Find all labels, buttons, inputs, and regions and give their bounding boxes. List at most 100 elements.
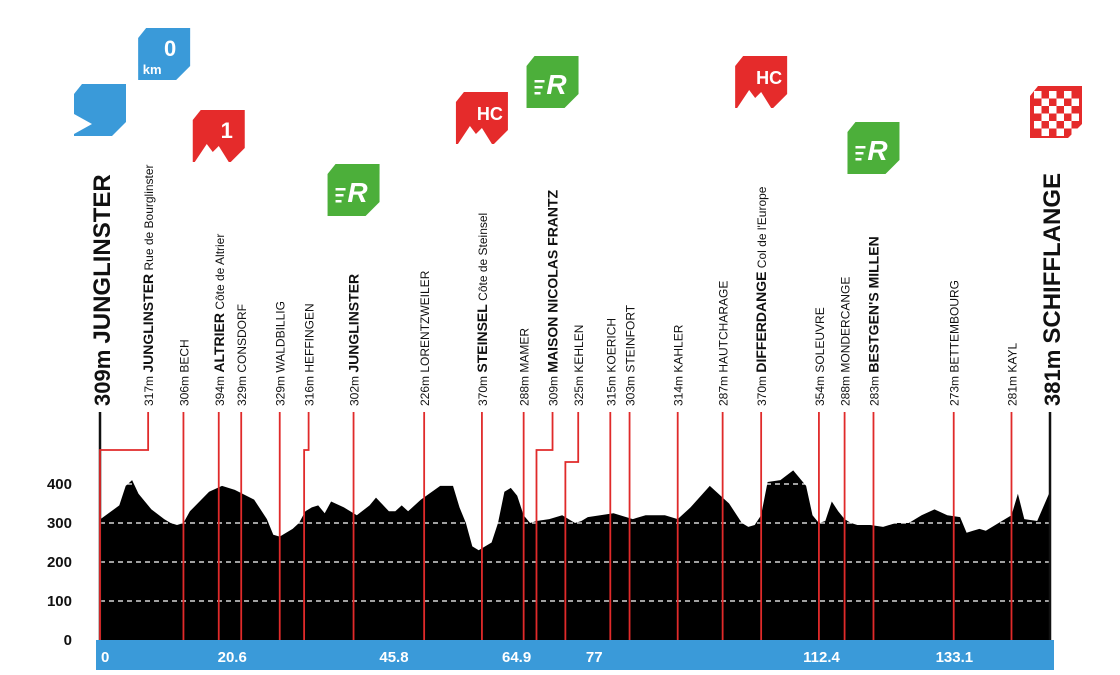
y-tick-label: 200 — [47, 554, 72, 571]
sprint-speed-line — [855, 158, 862, 161]
location-line — [564, 412, 580, 640]
badge-shape — [847, 122, 900, 174]
mountain-icon — [194, 144, 229, 162]
sprint-speed-line — [534, 80, 545, 83]
climb-badge: 1 — [192, 110, 245, 162]
location-line — [99, 412, 150, 640]
km-marker-label: 133.1 — [936, 649, 974, 666]
location-label: 273m BETTEMBOURG — [948, 280, 962, 406]
mountain-icon — [737, 90, 772, 108]
location-line — [303, 412, 310, 640]
finish-badge — [1030, 86, 1082, 138]
y-tick-label: 100 — [47, 593, 72, 610]
start-badge — [74, 84, 126, 136]
location-label: 281m KAYL — [1005, 343, 1019, 406]
location-label: 309m JUNGLINSTER — [89, 174, 116, 406]
location-line — [535, 412, 554, 640]
climb-badge: HC — [735, 56, 788, 108]
elevation-profile-layer — [100, 470, 1050, 640]
location-label: 302m JUNGLINSTER — [346, 274, 362, 406]
checker-square — [1064, 121, 1072, 129]
checker-square — [1034, 91, 1042, 99]
climb-category: HC — [756, 68, 782, 88]
y-tick-label: 300 — [47, 515, 72, 532]
location-label: 354m SOLEUVRE — [813, 307, 827, 406]
y-axis-layer: 0 100 200 300 400 — [47, 476, 72, 649]
sprint-letter: R — [867, 135, 888, 166]
climb-category: 1 — [221, 118, 233, 143]
km0-badge: 0km — [138, 28, 191, 80]
checker-square — [1071, 98, 1079, 106]
climb-category: HC — [477, 104, 503, 124]
checker-square — [1041, 98, 1049, 106]
location-label: 303m STEINFORT — [624, 304, 638, 406]
location-label: 370m DIFFERDANGE Col de l'Europe — [753, 186, 769, 406]
checker-square — [1056, 98, 1064, 106]
y-tick-label: 400 — [47, 476, 72, 493]
location-label: 306m BECH — [177, 339, 191, 406]
location-label: 315m KOERICH — [604, 318, 618, 406]
km-marker-label: 112.4 — [803, 649, 840, 666]
checker-square — [1034, 121, 1042, 129]
location-label: 288m MAMER — [518, 328, 532, 406]
sprint-speed-line — [855, 146, 866, 149]
sprint-speed-line — [335, 200, 342, 203]
checker-square — [1049, 91, 1057, 99]
checker-square — [1056, 113, 1064, 121]
sprint-speed-line — [534, 92, 541, 95]
checker-square — [1041, 113, 1049, 121]
location-label: 329m CONSDORF — [235, 304, 249, 406]
location-label: 288m MONDERCANGE — [839, 277, 853, 406]
checker-square — [1049, 121, 1057, 129]
location-label: 314m KAHLER — [672, 324, 686, 406]
location-label: 287m HAUTCHARAGE — [717, 281, 731, 406]
sprint-badge: R — [526, 56, 579, 108]
location-label: 394m ALTRIER Côte de Altrier — [211, 234, 227, 406]
checker-square — [1049, 106, 1057, 114]
location-label: 317m JUNGLINSTER Rue de Bourglinster — [140, 164, 156, 406]
checker-square — [1064, 91, 1072, 99]
badge-shape — [138, 28, 191, 80]
mountain-icon — [457, 126, 492, 144]
location-lines-layer — [98, 412, 1052, 640]
location-label: 381m SCHIFFLANGE — [1039, 173, 1066, 406]
sprint-badge: R — [847, 122, 900, 174]
location-label: 325m KEHLEN — [572, 325, 586, 406]
location-label: 283m BESTGEN'S MILLEN — [865, 236, 881, 406]
start-flag-icon — [74, 114, 92, 134]
checker-square — [1041, 128, 1049, 136]
km-marker-label: 0 — [101, 649, 109, 666]
location-label: 329m WALDBILLIG — [274, 301, 288, 406]
checker-square — [1034, 106, 1042, 114]
sprint-letter: R — [546, 69, 567, 100]
location-label: 370m STEINSEL Côte de Steinsel — [474, 213, 490, 406]
km0-unit: km — [143, 62, 162, 77]
climb-badge: HC — [455, 92, 508, 144]
location-label: 226m LORENTZWEILER — [418, 270, 432, 406]
checker-square — [1064, 106, 1072, 114]
sprint-speed-line — [534, 86, 543, 89]
checker-square — [1056, 128, 1064, 136]
y-tick-label: 0 — [64, 632, 72, 649]
sprint-speed-line — [335, 188, 346, 191]
checker-square — [1071, 113, 1079, 121]
km0-value: 0 — [164, 36, 176, 61]
elevation-area — [100, 470, 1050, 640]
km-marker-label: 64.9 — [502, 649, 531, 666]
km-marker-label: 20.6 — [218, 649, 247, 666]
badge-shape — [526, 56, 579, 108]
location-labels-layer: 309m JUNGLINSTER 317m JUNGLINSTER Rue de … — [89, 164, 1066, 406]
checker-square — [1071, 128, 1079, 136]
sprint-badge: R — [327, 164, 380, 216]
sprint-speed-line — [335, 194, 344, 197]
km-marker-label: 45.8 — [379, 649, 408, 666]
location-label: 309m MAISON NICOLAS FRANTZ — [545, 189, 561, 406]
sprint-speed-line — [855, 152, 864, 155]
sprint-letter: R — [347, 177, 368, 208]
badge-shape — [327, 164, 380, 216]
km-marker-label: 77 — [586, 649, 603, 666]
location-label: 316m HEFFINGEN — [303, 303, 317, 406]
km-bar — [96, 640, 1054, 670]
badges-layer: 0km 1 R HC R HC R — [74, 28, 1082, 216]
